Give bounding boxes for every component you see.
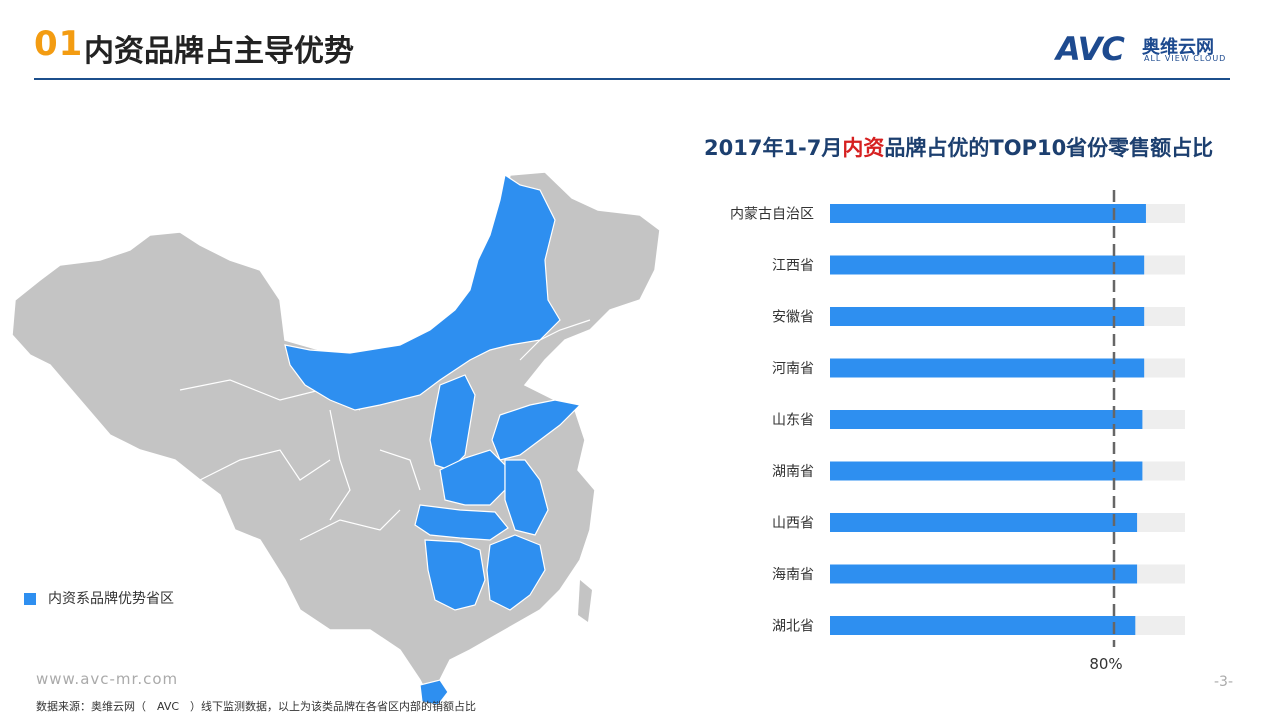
slide-header: 01 内资品牌占主导优势 AVC 奥维云网 ALL VIEW CLOUD — [0, 0, 1280, 80]
category-label: 安徽省 — [772, 310, 814, 326]
province-jiangxi — [486, 534, 546, 611]
province-inner-mongolia — [284, 174, 561, 411]
china-map — [0, 160, 670, 724]
map-base — [11, 171, 661, 702]
bar — [830, 255, 1145, 275]
category-label: 海南省 — [772, 567, 814, 583]
logo-mark: AVC — [1056, 30, 1125, 68]
category-label: 湖南省 — [772, 464, 814, 480]
bar — [830, 204, 1146, 223]
highlight-provinces — [284, 174, 582, 706]
province-hunan — [424, 539, 486, 611]
category-label: 山西省 — [772, 516, 814, 532]
legend-swatch — [24, 593, 36, 605]
bar — [830, 358, 1145, 378]
map-taiwan — [578, 580, 592, 622]
logo-chinese-name: 奥维云网 — [1142, 37, 1214, 58]
website-url: www.avc-mr.com — [36, 670, 179, 688]
category-label: 湖北省 — [772, 619, 814, 635]
chart-title-highlight: 内资 — [842, 136, 885, 160]
province-shandong — [491, 399, 582, 461]
china-map-svg — [11, 171, 661, 706]
page-number: -3- — [1214, 674, 1234, 690]
chart-title: 2017年1-7月内资品牌占优的TOP10省份零售额占比 — [704, 132, 1213, 162]
header-divider — [34, 78, 1230, 80]
category-label: 山东省 — [772, 413, 814, 429]
category-label: 江西省 — [772, 258, 814, 274]
province-hainan — [419, 679, 449, 706]
section-number: 01 — [34, 24, 84, 64]
bar — [830, 616, 1136, 635]
chart-title-suffix: 品牌占优的TOP10省份零售额占比 — [884, 136, 1214, 160]
bar — [830, 410, 1143, 429]
province-hubei — [414, 504, 509, 541]
reference-line-label: 80% — [1089, 655, 1122, 673]
bar — [830, 307, 1145, 326]
avc-logo: AVC 奥维云网 ALL VIEW CLOUD — [1056, 30, 1236, 68]
legend-label: 内资系品牌优势省区 — [48, 591, 174, 607]
bar — [830, 513, 1138, 532]
bar — [830, 564, 1138, 584]
province-anhui — [504, 459, 549, 536]
slide-title: 内资品牌占主导优势 — [84, 34, 354, 69]
bar — [830, 461, 1143, 481]
category-label: 内蒙古自治区 — [730, 207, 814, 223]
logo-english-name: ALL VIEW CLOUD — [1144, 54, 1227, 63]
category-label: 河南省 — [772, 361, 814, 377]
chart-title-prefix: 2017年1-7月 — [704, 136, 843, 160]
data-source-note: 数据来源：奥维云网（ AVC ）线下监测数据，以上为该类品牌在各省区内部的销额占… — [36, 700, 477, 713]
